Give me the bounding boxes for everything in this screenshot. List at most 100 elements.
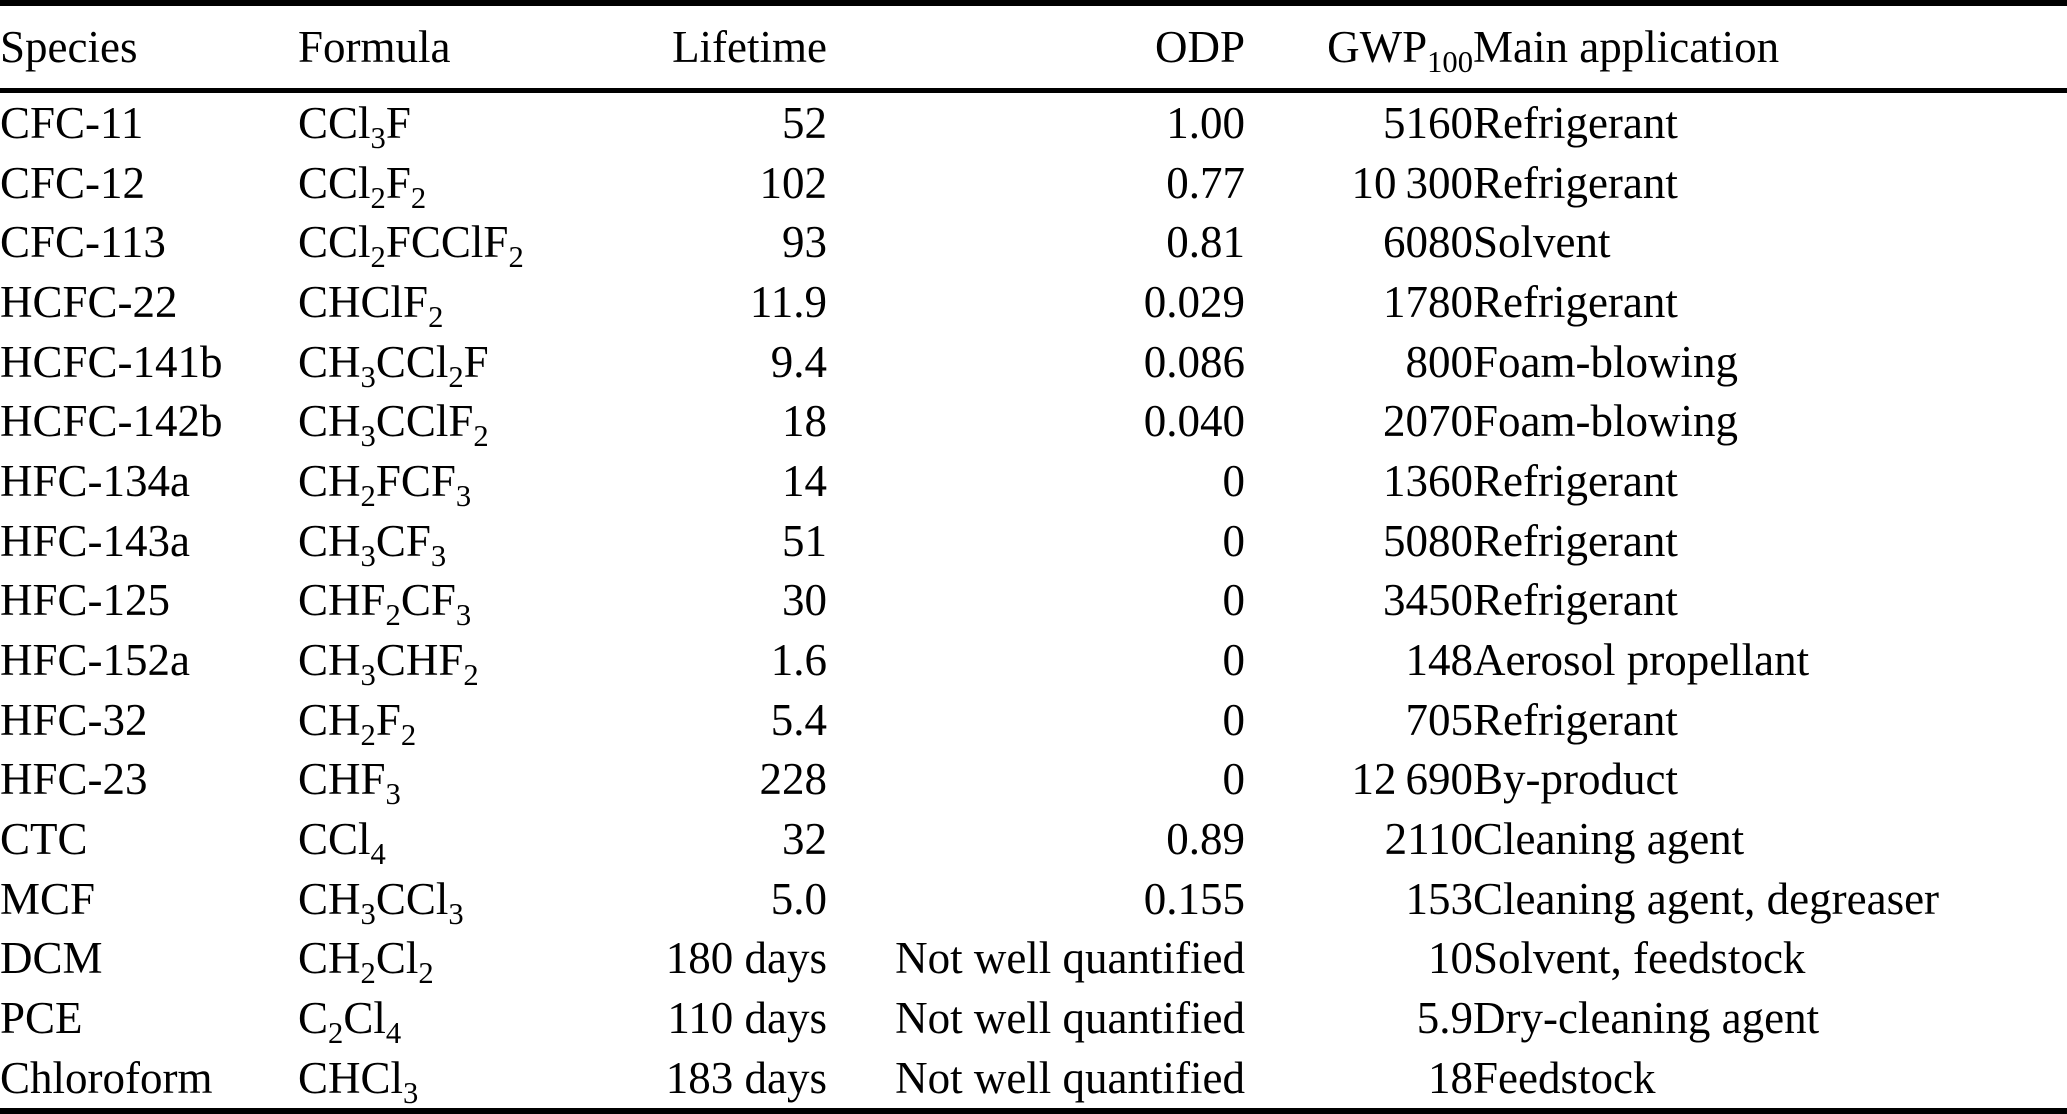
subscript: 3 bbox=[360, 658, 376, 690]
subscript: 3 bbox=[430, 538, 447, 571]
cell-main-application: Cleaning agent, degreaser bbox=[1473, 873, 1940, 924]
col-header-odp: ODP bbox=[827, 3, 1245, 93]
cell-gwp100: 2110 bbox=[1384, 814, 1473, 865]
cell-lifetime: 228 bbox=[759, 754, 828, 805]
cell-main-application: Refrigerant bbox=[1473, 694, 1678, 745]
subscript: 3 bbox=[455, 478, 472, 511]
cell-odp: 0.81 bbox=[1166, 217, 1245, 268]
cell-gwp100: 2070 bbox=[1383, 396, 1473, 447]
cell-lifetime: 93 bbox=[782, 217, 827, 268]
cell-species: HCFC-142b bbox=[0, 396, 223, 447]
cell-formula: CCl4 bbox=[298, 809, 653, 869]
table-body: CFC-11 CCl3F 52 1.00 5160 Refrigerant CFC-12 CC… bbox=[0, 91, 2067, 1111]
cell-formula: CH2F2 bbox=[298, 690, 653, 750]
cell-gwp100: 5080 bbox=[1383, 515, 1473, 566]
cell-formula: CH3CCl3 bbox=[298, 869, 653, 929]
table-row: HCFC-142b CH3CClF2 18 0.040 2070 Foam-blowing bbox=[0, 391, 2067, 451]
cell-main-application: Solvent, feedstock bbox=[1473, 933, 1806, 984]
cell-gwp100: 18 bbox=[1428, 1052, 1473, 1103]
table-row: PCE C2Cl4 110 days Not well quantified 5.9 Dr… bbox=[0, 988, 2067, 1048]
cell-lifetime: 9.4 bbox=[770, 336, 827, 387]
cell-gwp100: 800 bbox=[1405, 336, 1474, 387]
cell-main-application: Feedstock bbox=[1473, 1052, 1656, 1103]
cell-odp: 0 bbox=[1222, 515, 1246, 566]
cell-main-application: Refrigerant bbox=[1473, 276, 1678, 327]
cell-formula: CHF3 bbox=[298, 750, 653, 810]
cell-odp: 0 bbox=[1222, 694, 1246, 745]
cell-species: CFC-113 bbox=[0, 217, 166, 268]
cell-species: CFC-11 bbox=[0, 97, 144, 148]
table-header: Species Formula Lifetime ODP GWP100 Main… bbox=[0, 3, 2067, 93]
cell-species: PCE bbox=[0, 993, 83, 1044]
cell-formula: CH2FCF3 bbox=[298, 451, 653, 511]
subscript: 3 bbox=[360, 538, 376, 571]
cell-species: CTC bbox=[0, 814, 88, 865]
col-header-formula: Formula bbox=[298, 3, 653, 93]
cell-species: DCM bbox=[0, 933, 103, 984]
subscript: 3 bbox=[385, 777, 401, 810]
table-row: HCFC-22 CHClF2 11.9 0.029 1780 Refrigerant bbox=[0, 272, 2067, 332]
cell-formula: CH3CClF2 bbox=[298, 391, 653, 451]
cell-species: MCF bbox=[0, 873, 96, 924]
subscript: 2 bbox=[508, 240, 524, 273]
subscript: 3 bbox=[403, 1075, 419, 1110]
cell-main-application: Refrigerant bbox=[1473, 575, 1678, 626]
cell-species: HFC-152a bbox=[0, 635, 190, 686]
cell-formula: CHCl3 bbox=[298, 1052, 419, 1110]
cell-species: HCFC-141b bbox=[0, 336, 223, 387]
cell-gwp100: 1780 bbox=[1383, 276, 1473, 327]
subscript: 3 bbox=[360, 359, 376, 392]
cell-main-application: Foam-blowing bbox=[1473, 336, 1738, 387]
cell-formula: CCl3F bbox=[298, 91, 653, 153]
cell-formula: CH3CCl2F bbox=[298, 332, 653, 392]
subscript: 4 bbox=[385, 1016, 402, 1048]
cell-lifetime: 11.9 bbox=[749, 276, 827, 327]
subscript: 2 bbox=[410, 180, 427, 213]
cell-lifetime: 5.4 bbox=[770, 694, 827, 745]
cell-species: Chloroform bbox=[0, 1052, 213, 1103]
subscript: 2 bbox=[400, 717, 417, 750]
cell-main-application: Refrigerant bbox=[1473, 455, 1678, 506]
table-row: CFC-11 CCl3F 52 1.00 5160 Refrigerant bbox=[0, 91, 2067, 153]
cell-main-application: Foam-blowing bbox=[1473, 396, 1738, 447]
subscript: 2 bbox=[360, 717, 376, 750]
cell-odp: 0 bbox=[1222, 635, 1246, 686]
subscript: 2 bbox=[448, 359, 464, 392]
cell-species: HFC-143a bbox=[0, 515, 190, 566]
table-row: CTC CCl4 32 0.89 2110 Cleaning agent bbox=[0, 809, 2067, 869]
cell-species: HFC-125 bbox=[0, 575, 171, 626]
cell-species: HFC-134a bbox=[0, 455, 190, 506]
table-row: HFC-125 CHF2CF3 30 0 3450 Refrigerant bbox=[0, 571, 2067, 631]
table-row: CFC-113 CCl2FCClF2 93 0.81 6080 Solvent bbox=[0, 212, 2067, 272]
cell-odp: 0.040 bbox=[1143, 396, 1245, 447]
cell-main-application: Solvent bbox=[1473, 217, 1611, 268]
subscript: 2 bbox=[428, 299, 444, 332]
cell-species: HFC-32 bbox=[0, 694, 148, 745]
col-header-main-application: Main application bbox=[1473, 3, 2067, 93]
cell-lifetime: 1.6 bbox=[770, 635, 827, 686]
cell-gwp100: 10 bbox=[1428, 933, 1473, 984]
subscript: 3 bbox=[448, 896, 464, 929]
cell-odp: 0.77 bbox=[1166, 157, 1245, 208]
cell-species: HCFC-22 bbox=[0, 276, 178, 327]
table-row: HFC-32 CH2F2 5.4 0 705 Refrigerant bbox=[0, 690, 2067, 750]
cell-odp: 0 bbox=[1222, 754, 1246, 805]
subscript: 3 bbox=[455, 598, 472, 631]
subscript: 3 bbox=[370, 120, 386, 153]
subscript: 2 bbox=[360, 956, 376, 989]
col-header-gwp100: GWP100 bbox=[1245, 3, 1473, 93]
subscript: 2 bbox=[385, 598, 401, 631]
cell-odp: 0.029 bbox=[1143, 276, 1245, 327]
cell-odp: 0.89 bbox=[1166, 814, 1245, 865]
cell-main-application: Dry-cleaning agent bbox=[1473, 993, 1820, 1044]
cell-main-application: Refrigerant bbox=[1473, 157, 1678, 208]
subscript: 2 bbox=[328, 1016, 344, 1048]
cell-odp: Not well quantified bbox=[895, 933, 1245, 984]
cell-lifetime: 14 bbox=[782, 455, 827, 506]
subscript: 4 bbox=[370, 837, 386, 869]
subscript: 3 bbox=[360, 896, 376, 929]
cell-gwp100: 153 bbox=[1405, 873, 1474, 924]
cell-odp: 0.086 bbox=[1143, 336, 1245, 387]
cell-gwp100: 6080 bbox=[1383, 217, 1473, 268]
